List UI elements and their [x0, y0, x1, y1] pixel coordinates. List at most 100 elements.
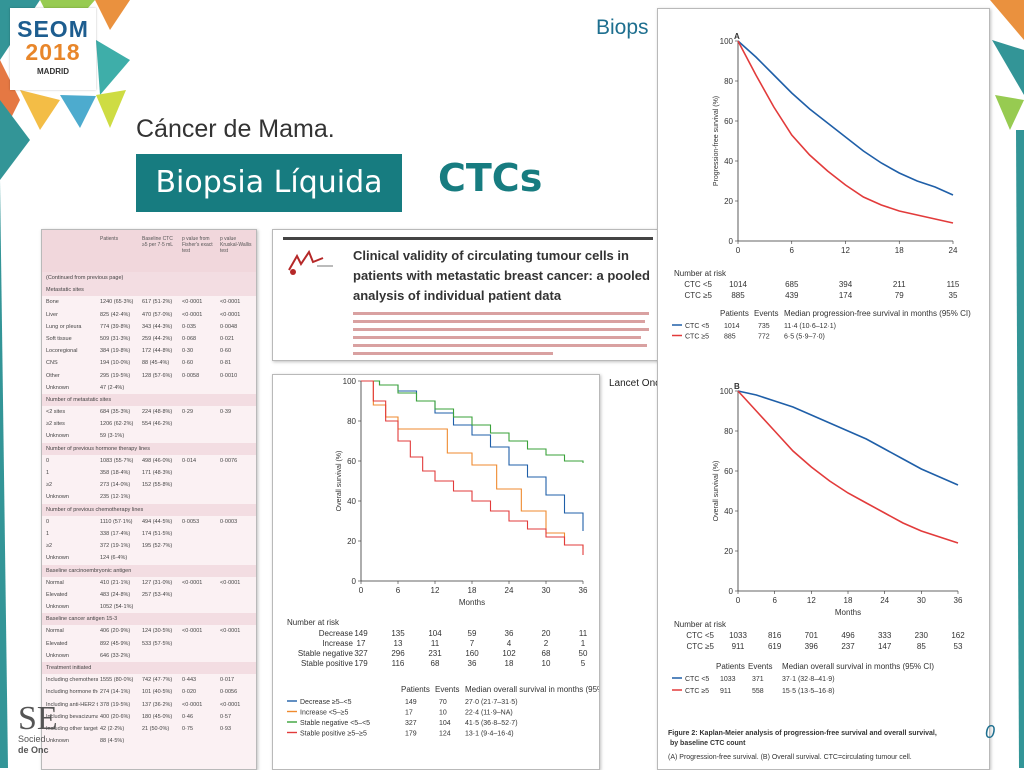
table-cell: <0·0001	[220, 701, 241, 708]
x-tick-label: 18	[895, 246, 904, 255]
table-cell: 483 (24·8%)	[100, 591, 131, 598]
table-cell: Unknown	[46, 433, 69, 440]
summary-events: 104	[439, 720, 451, 727]
table-cell: 259 (44·2%)	[142, 335, 173, 342]
table-cell: 0·0003	[220, 518, 238, 525]
table-cell: Number of previous chemotherapy lines	[46, 506, 144, 513]
summary-patients: 911	[720, 688, 731, 695]
table-cell: 774 (39·8%)	[100, 323, 131, 330]
summary-median: 6·5 (5·9–7·0)	[784, 334, 825, 341]
table-cell: 180 (45·0%)	[142, 713, 173, 720]
table-cell: Soft tissue	[46, 335, 72, 342]
table-cell: Unknown	[46, 604, 69, 611]
table-cell: Bone	[46, 299, 59, 306]
table-cell: 59 (3·1%)	[100, 433, 125, 440]
summary-row-label: Stable negative <5–<5	[300, 720, 370, 727]
km-curve	[737, 390, 959, 544]
km-curve	[361, 380, 584, 549]
y-tick-label: 100	[720, 387, 734, 396]
table-cell: 0·39	[220, 409, 232, 416]
x-tick-label: 24	[880, 596, 889, 605]
summary-header: Patients	[716, 662, 745, 671]
table-cell: Unknown	[46, 652, 69, 659]
km-curve	[737, 390, 959, 486]
table-cell: Lung or pleura	[46, 323, 82, 330]
table-cell: Unknown	[46, 555, 69, 562]
table-cell: Normal	[46, 579, 64, 586]
risk-value: 885	[731, 291, 745, 300]
summary-header: Events	[435, 685, 459, 694]
table-cell: 88 (4·5%)	[100, 738, 125, 745]
topic-chip: Biopsia Líquida	[136, 154, 402, 212]
table-row: Unknown 88 (4·5%)	[42, 735, 256, 747]
table-cell: 295 (19·5%)	[100, 372, 131, 379]
table-cell: <0·0001	[182, 701, 203, 708]
table-cell: 195 (52·7%)	[142, 543, 173, 550]
table-body: (Continued from previous page) Metastatic…	[42, 272, 256, 747]
risk-value: 50	[579, 649, 588, 658]
risk-value: 211	[893, 280, 906, 289]
table-row: Number of previous hormone therapy lines	[42, 442, 256, 455]
table-cell: Treatment initiated	[46, 665, 92, 671]
table-cell: 0·29	[182, 409, 194, 416]
summary-patients: 1033	[720, 676, 736, 683]
table-cell: 47 (2·4%)	[100, 384, 125, 391]
table-cell: 1206 (62·2%)	[100, 421, 134, 428]
table-row: Unknown 47 (2·4%)	[42, 382, 256, 394]
table-cell: 343 (44·3%)	[142, 323, 173, 330]
risk-value: 147	[878, 642, 892, 651]
table-cell: 1	[46, 470, 50, 476]
table-cell: Metastatic sites	[46, 287, 84, 294]
summary-median: 15·5 (13·5–16·8)	[782, 688, 835, 695]
footer-logo-partial: SE	[18, 700, 58, 737]
table-cell: 224 (48·8%)	[142, 409, 173, 416]
table-row: Treatment initiated	[42, 662, 256, 675]
risk-value: 619	[768, 642, 782, 651]
table-cell: 0·60	[220, 348, 232, 355]
table-row: Lung or pleura 774 (39·8%) 343 (44·3%) 0·03…	[42, 321, 256, 333]
summary-median: 41·5 (36·8–52·7)	[465, 720, 518, 727]
table-row: Unknown 1052 (54·1%)	[42, 601, 256, 613]
risk-row-label: CTC ≥5	[684, 291, 712, 300]
table-cell: 194 (10·0%)	[100, 360, 131, 367]
table-header-fisher: p value from Fisher's exact test	[182, 236, 213, 254]
table-cell: Normal	[46, 628, 64, 635]
x-tick-label: 6	[772, 596, 777, 605]
risk-value: 439	[785, 291, 799, 300]
table-row: Normal 406 (20·9%) 124 (30·5%) <0·0001 <0·00…	[42, 625, 256, 637]
risk-value: 496	[841, 631, 855, 640]
summary-header: Median progression-free survival in mont…	[784, 309, 971, 318]
paper-top-rule	[283, 237, 653, 240]
summary-events: 772	[758, 334, 770, 341]
x-axis-label: Months	[835, 608, 861, 617]
slide-number: 0	[985, 722, 996, 742]
table-header-kruskal: p value Kruskal-Wallis test	[220, 236, 252, 254]
risk-value: 79	[895, 291, 904, 300]
citation: Lancet Oncol 2014	[609, 378, 693, 389]
table-cell: 21 (50·0%)	[142, 725, 170, 732]
table-header-ctc: Baseline CTC ≥5 per 7·5 mL	[142, 236, 174, 248]
logo-city-text: MADRID	[37, 67, 69, 76]
table-row: 0 1110 (57·1%) 494 (44·5%) 0·0053 0·0003	[42, 516, 256, 528]
table-cell: 406 (20·9%)	[100, 628, 131, 635]
risk-row-label: Stable negative	[298, 649, 354, 658]
figure-caption-title: Figure 2: Kaplan-Meier analysis of progr…	[668, 730, 937, 747]
table-cell: Elevated	[46, 640, 68, 647]
table-cell: 0·021	[220, 335, 235, 342]
table-row: 1 358 (18·4%) 171 (48·3%)	[42, 467, 256, 479]
table-cell: Elevated	[46, 591, 68, 598]
summary-events: 10	[439, 710, 447, 717]
y-tick-label: 80	[347, 417, 356, 426]
table-cell: 1110 (57·1%)	[100, 518, 133, 525]
table-cell: 124 (6·4%)	[100, 555, 128, 562]
x-tick-label: 18	[468, 586, 477, 595]
risk-value: 231	[428, 649, 442, 658]
y-tick-label: 0	[729, 237, 734, 246]
panel-letter: A	[734, 32, 740, 41]
km-curve	[737, 40, 954, 224]
y-tick-label: 40	[347, 497, 356, 506]
summary-row-label: CTC <5	[685, 676, 709, 683]
summary-patients: 149	[405, 699, 417, 706]
table-cell: <0·0001	[182, 311, 203, 318]
risk-value: 701	[805, 631, 819, 640]
